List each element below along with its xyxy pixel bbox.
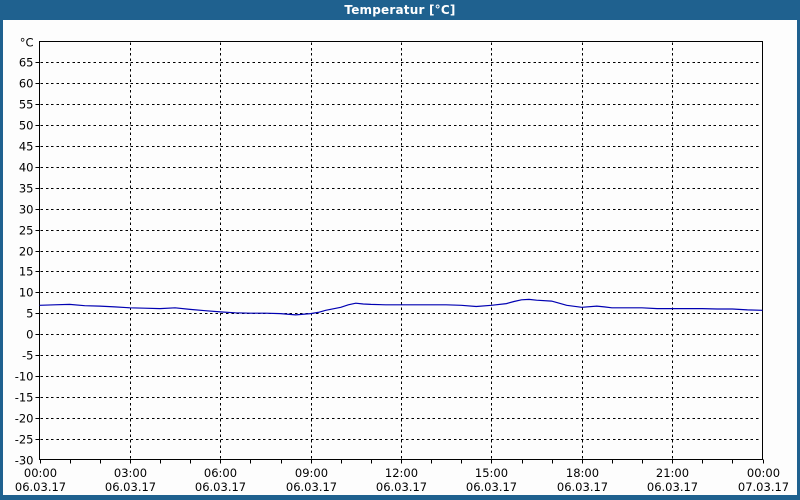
- y-tick-label: 20: [19, 245, 34, 259]
- x-tick-date-label: 07.03.17: [738, 480, 789, 494]
- y-tick-label: -20: [15, 412, 34, 426]
- y-tick-label: °C: [20, 36, 34, 50]
- y-tick-label: 65: [19, 56, 34, 70]
- y-tick-label: 10: [19, 286, 34, 300]
- window-border-left: [0, 0, 3, 500]
- y-tick-label: -25: [15, 433, 34, 447]
- x-tick-date-label: 06.03.17: [466, 480, 517, 494]
- y-tick-label: 40: [19, 161, 34, 175]
- y-tick-label: 30: [19, 203, 34, 217]
- window-title-bar[interactable]: Temperatur [°C]: [0, 0, 800, 20]
- x-tick-time-label: 00:00: [747, 466, 780, 480]
- plot-frame: [39, 41, 763, 460]
- x-tick-time-label: 06:00: [204, 466, 237, 480]
- x-tick-date-label: 06.03.17: [647, 480, 698, 494]
- x-tick-date-label: 06.03.17: [15, 480, 66, 494]
- y-tick-label: 45: [19, 140, 34, 154]
- y-tick-label: 25: [19, 224, 34, 238]
- x-tick-date-label: 06.03.17: [376, 480, 427, 494]
- x-tick-time-label: 21:00: [656, 466, 689, 480]
- window-title: Temperatur [°C]: [344, 3, 456, 17]
- window-border-right: [797, 0, 800, 500]
- x-tick-time-label: 18:00: [566, 466, 599, 480]
- y-tick-label: 5: [26, 307, 33, 321]
- temperature-series-line: [39, 298, 763, 316]
- axis-labels: °C65605550454035302520151050-5-10-15-20-…: [15, 36, 789, 495]
- y-tick-label: -5: [22, 349, 33, 363]
- gridlines: [40, 42, 762, 459]
- y-tick-label: 60: [19, 77, 34, 91]
- y-tick-label: 0: [26, 328, 33, 342]
- y-tick-label: -15: [15, 391, 34, 405]
- x-tick-date-label: 06.03.17: [557, 480, 608, 494]
- y-tick-label: -10: [15, 370, 34, 384]
- axis-ticks: [35, 62, 764, 464]
- x-tick-time-label: 12:00: [385, 466, 418, 480]
- y-tick-label: 15: [19, 265, 34, 279]
- y-tick-label: 35: [19, 182, 34, 196]
- y-tick-label: 50: [19, 119, 34, 133]
- x-tick-date-label: 06.03.17: [195, 480, 246, 494]
- y-tick-label: 55: [19, 98, 34, 112]
- x-tick-date-label: 06.03.17: [286, 480, 337, 494]
- x-tick-time-label: 03:00: [114, 466, 147, 480]
- x-tick-date-label: 06.03.17: [105, 480, 156, 494]
- window-border-bottom: [0, 495, 800, 500]
- x-tick-time-label: 00:00: [24, 466, 57, 480]
- x-tick-time-label: 09:00: [295, 466, 328, 480]
- y-tick-label: -30: [15, 454, 34, 468]
- x-tick-time-label: 15:00: [475, 466, 508, 480]
